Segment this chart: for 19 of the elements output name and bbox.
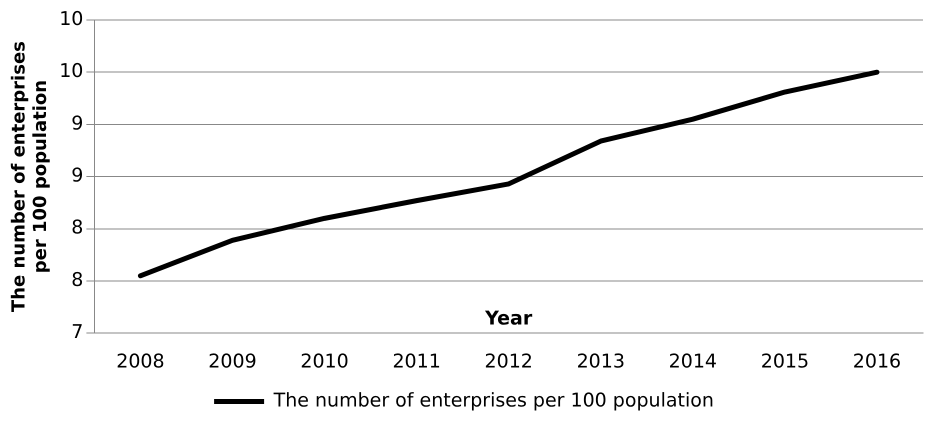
x-tick-label: 2012 [484,350,533,373]
y-tick-label: 9 [71,164,84,187]
x-tick-label: 2009 [208,350,257,373]
y-tick-label: 10 [59,8,84,30]
y-axis-title: The number of enterprises per 100 population [8,41,52,312]
y-tick-label: 7 [71,321,84,344]
x-axis-title: Year [484,308,533,330]
y-tick-label: 9 [71,112,84,134]
y-tick-label: 8 [71,216,84,239]
x-tick-label: 2008 [116,350,165,373]
x-tick-label: 2014 [668,350,718,373]
x-tick-label: 2015 [760,350,810,373]
x-tick-label: 2013 [576,350,625,373]
y-tick-label: 10 [59,60,84,82]
y-tick-label: 8 [71,268,84,291]
x-tick-label: 2016 [852,350,902,373]
legend-label: The number of enterprises per 100 population [272,389,714,412]
x-tick-label: 2011 [392,350,441,373]
x-tick-label: 2010 [300,350,349,373]
